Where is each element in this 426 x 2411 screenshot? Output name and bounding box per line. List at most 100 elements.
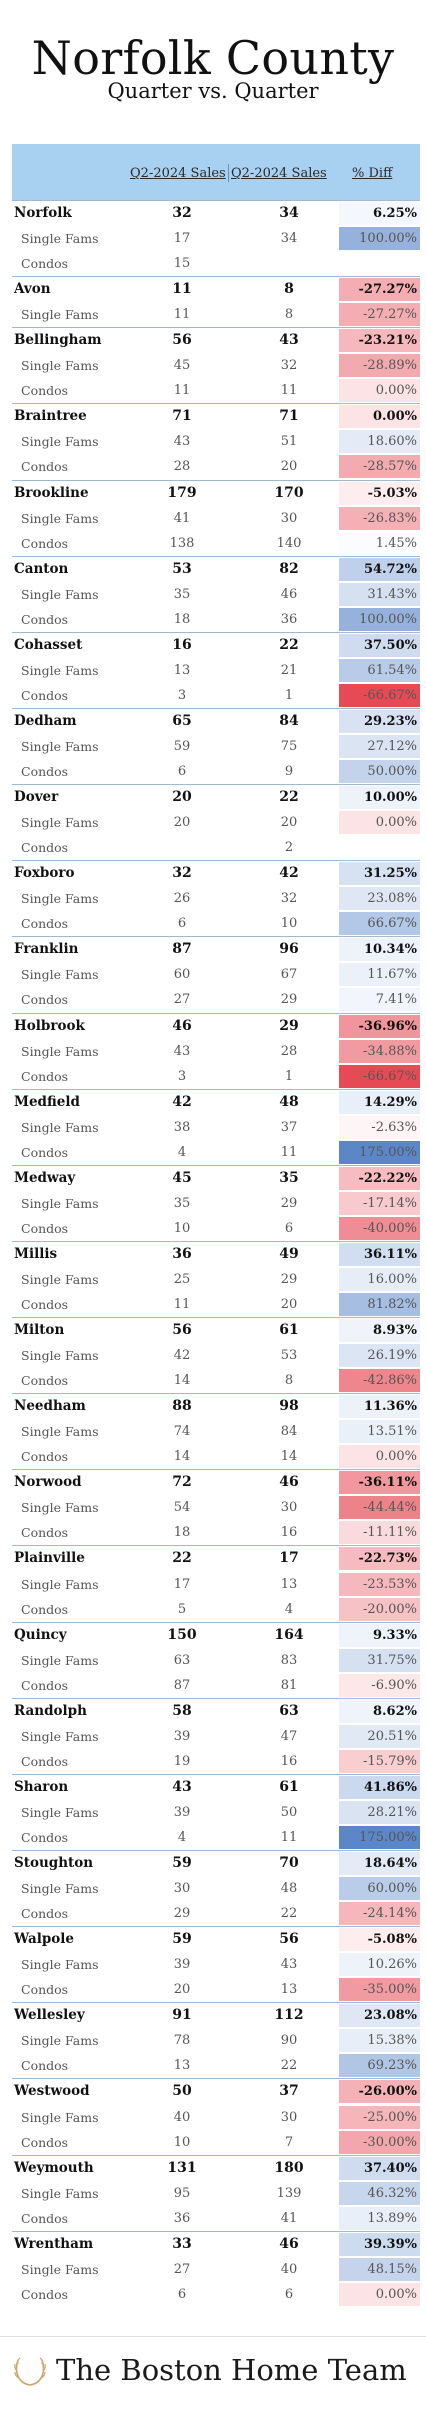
subtype-row-randolph-single-fams: Single Fams 39 47 20.51%	[12, 1724, 420, 1749]
percent-diff-heat-cell	[339, 379, 420, 403]
row-label: Franklin	[14, 941, 79, 958]
subtype-row-norwood-condos: Condos 18 16 -11.11%	[12, 1520, 420, 1545]
q2-sales-second-cell: 8	[284, 281, 294, 298]
q2-sales-second-cell: 13	[280, 1982, 298, 1998]
percent-diff-heat-cell	[339, 2004, 420, 2028]
row-label: Westwood	[14, 2083, 90, 2100]
percent-diff-heat-cell	[339, 1242, 420, 1266]
subtype-row-stoughton-single-fams: Single Fams 30 48 60.00%	[12, 1876, 420, 1901]
subtype-row-walpole-single-fams: Single Fams 39 43 10.26%	[12, 1952, 420, 1977]
row-label: Walpole	[14, 1931, 75, 1948]
percent-diff-cell: 0.00%	[375, 1449, 417, 1465]
percent-diff-cell: -40.00%	[363, 1220, 417, 1236]
q2-sales-second-cell: 63	[279, 1702, 299, 1719]
row-label: Condos	[21, 2210, 69, 2226]
page-subtitle: Quarter vs. Quarter	[107, 79, 319, 103]
percent-diff-heat-cell	[339, 329, 420, 353]
town-row-medfield: Medfield 42 48 14.29%	[12, 1088, 420, 1115]
row-label: Condos	[21, 2134, 69, 2150]
town-row-cohasset: Cohasset 16 22 37.50%	[12, 631, 420, 658]
percent-diff-cell: 26.19%	[367, 1348, 417, 1364]
q2-sales-second-cell: 84	[280, 1424, 298, 1440]
row-label: Condos	[21, 1753, 69, 1769]
row-label: Single Fams	[21, 231, 99, 247]
percent-diff-cell: -27.27%	[358, 282, 417, 298]
percent-diff-cell: 0.00%	[375, 2286, 417, 2302]
percent-diff-cell: 11.36%	[363, 1399, 417, 1415]
percent-diff-heat-cell	[339, 202, 420, 225]
row-label: Brookline	[14, 484, 89, 501]
row-label: Single Fams	[21, 1576, 99, 1592]
percent-diff-heat-cell	[339, 1699, 420, 1723]
q2-sales-cell: 91	[172, 2007, 192, 2024]
percent-diff-heat-cell	[339, 1445, 420, 1469]
row-label: Condos	[21, 916, 69, 932]
percent-diff-heat-cell	[339, 862, 420, 886]
row-label: Sharon	[14, 1778, 69, 1795]
percent-diff-heat-cell	[339, 2029, 420, 2053]
subtype-row-quincy-condos: Condos 87 81 -6.90%	[12, 1673, 420, 1698]
q2-sales-cell: 6	[177, 916, 187, 932]
q2-sales-cell: 13	[173, 662, 191, 678]
q2-sales-cell: 42	[173, 1348, 191, 1364]
q2-sales-second-cell: 82	[279, 560, 299, 577]
percent-diff-cell: 50.00%	[367, 764, 417, 780]
row-label: Plainville	[14, 1550, 85, 1567]
q2-sales-cell: 179	[167, 484, 197, 501]
laurel-wreath-icon	[14, 2357, 46, 2386]
row-label: Wrentham	[14, 2235, 94, 2252]
percent-diff-cell: 9.33%	[372, 1627, 417, 1643]
percent-diff-heat-cell	[339, 1724, 420, 1748]
percent-diff-cell: 41.86%	[363, 1779, 417, 1795]
percent-diff-cell: 23.08%	[367, 891, 417, 907]
page-title: Norfolk County	[31, 31, 395, 85]
q2-sales-cell: 15	[173, 256, 191, 272]
row-label: Single Fams	[21, 586, 99, 602]
row-label: Millis	[14, 1245, 58, 1262]
row-label: Weymouth	[14, 2159, 94, 2176]
q2-sales-second-cell: 20	[280, 459, 298, 475]
subtype-row-weymouth-condos: Condos 36 41 13.89%	[12, 2206, 420, 2231]
percent-diff-cell: 100.00%	[359, 231, 417, 247]
percent-diff-heat-cell	[339, 963, 420, 987]
percent-diff-cell: 16.00%	[367, 1271, 417, 1287]
q2-sales-second-cell: 22	[279, 636, 299, 653]
row-label: Condos	[21, 1830, 69, 1845]
row-label: Condos	[21, 2286, 69, 2302]
percent-diff-heat-cell	[339, 2206, 420, 2230]
q2-sales-cell: 46	[172, 1017, 192, 1034]
percent-diff-cell: 6.25%	[372, 206, 417, 221]
subtype-row-dedham-condos: Condos 6 9 50.00%	[12, 759, 420, 784]
percent-diff-heat-cell	[339, 988, 420, 1012]
q2-sales-second-cell: 10	[280, 916, 298, 932]
percent-diff-heat-cell	[339, 2130, 420, 2154]
row-label: Condos	[21, 1525, 69, 1541]
percent-diff-cell: -35.00%	[363, 1982, 417, 1998]
percent-diff-heat-cell	[339, 1978, 420, 2002]
q2-sales-second-cell: 75	[280, 738, 298, 754]
row-label: Foxboro	[14, 865, 75, 882]
q2-sales-second-cell: 96	[279, 941, 299, 958]
q2-sales-second-cell: 46	[280, 586, 298, 602]
percent-diff-cell: 61.54%	[367, 662, 417, 678]
q2-sales-second-cell: 2	[284, 840, 294, 856]
percent-diff-cell: 10.26%	[367, 1957, 417, 1973]
row-label: Condos	[21, 1601, 69, 1617]
q2-sales-second-cell: 49	[279, 1245, 299, 1262]
q2-sales-second-cell: 29	[280, 1271, 298, 1287]
percent-diff-cell: 8.62%	[372, 1703, 417, 1719]
q2-sales-second-cell: 46	[279, 1474, 299, 1491]
q2-sales-second-cell: 22	[280, 1906, 298, 1922]
percent-diff-heat-cell	[339, 1496, 420, 1520]
row-label: Condos	[21, 1373, 69, 1389]
row-label: Dover	[14, 789, 59, 806]
q2-sales-second-cell: 1	[284, 687, 294, 703]
percent-diff-heat-cell	[339, 1826, 420, 1849]
town-row-wrentham: Wrentham 33 46 39.39%	[12, 2230, 420, 2257]
q2-sales-cell: 87	[172, 941, 192, 958]
q2-sales-second-cell: 32	[280, 358, 298, 374]
percent-diff-heat-cell	[339, 734, 420, 758]
row-label: Condos	[21, 611, 69, 627]
subtype-row-cohasset-single-fams: Single Fams 13 21 61.54%	[12, 658, 420, 683]
percent-diff-cell: 46.32%	[367, 2185, 417, 2201]
